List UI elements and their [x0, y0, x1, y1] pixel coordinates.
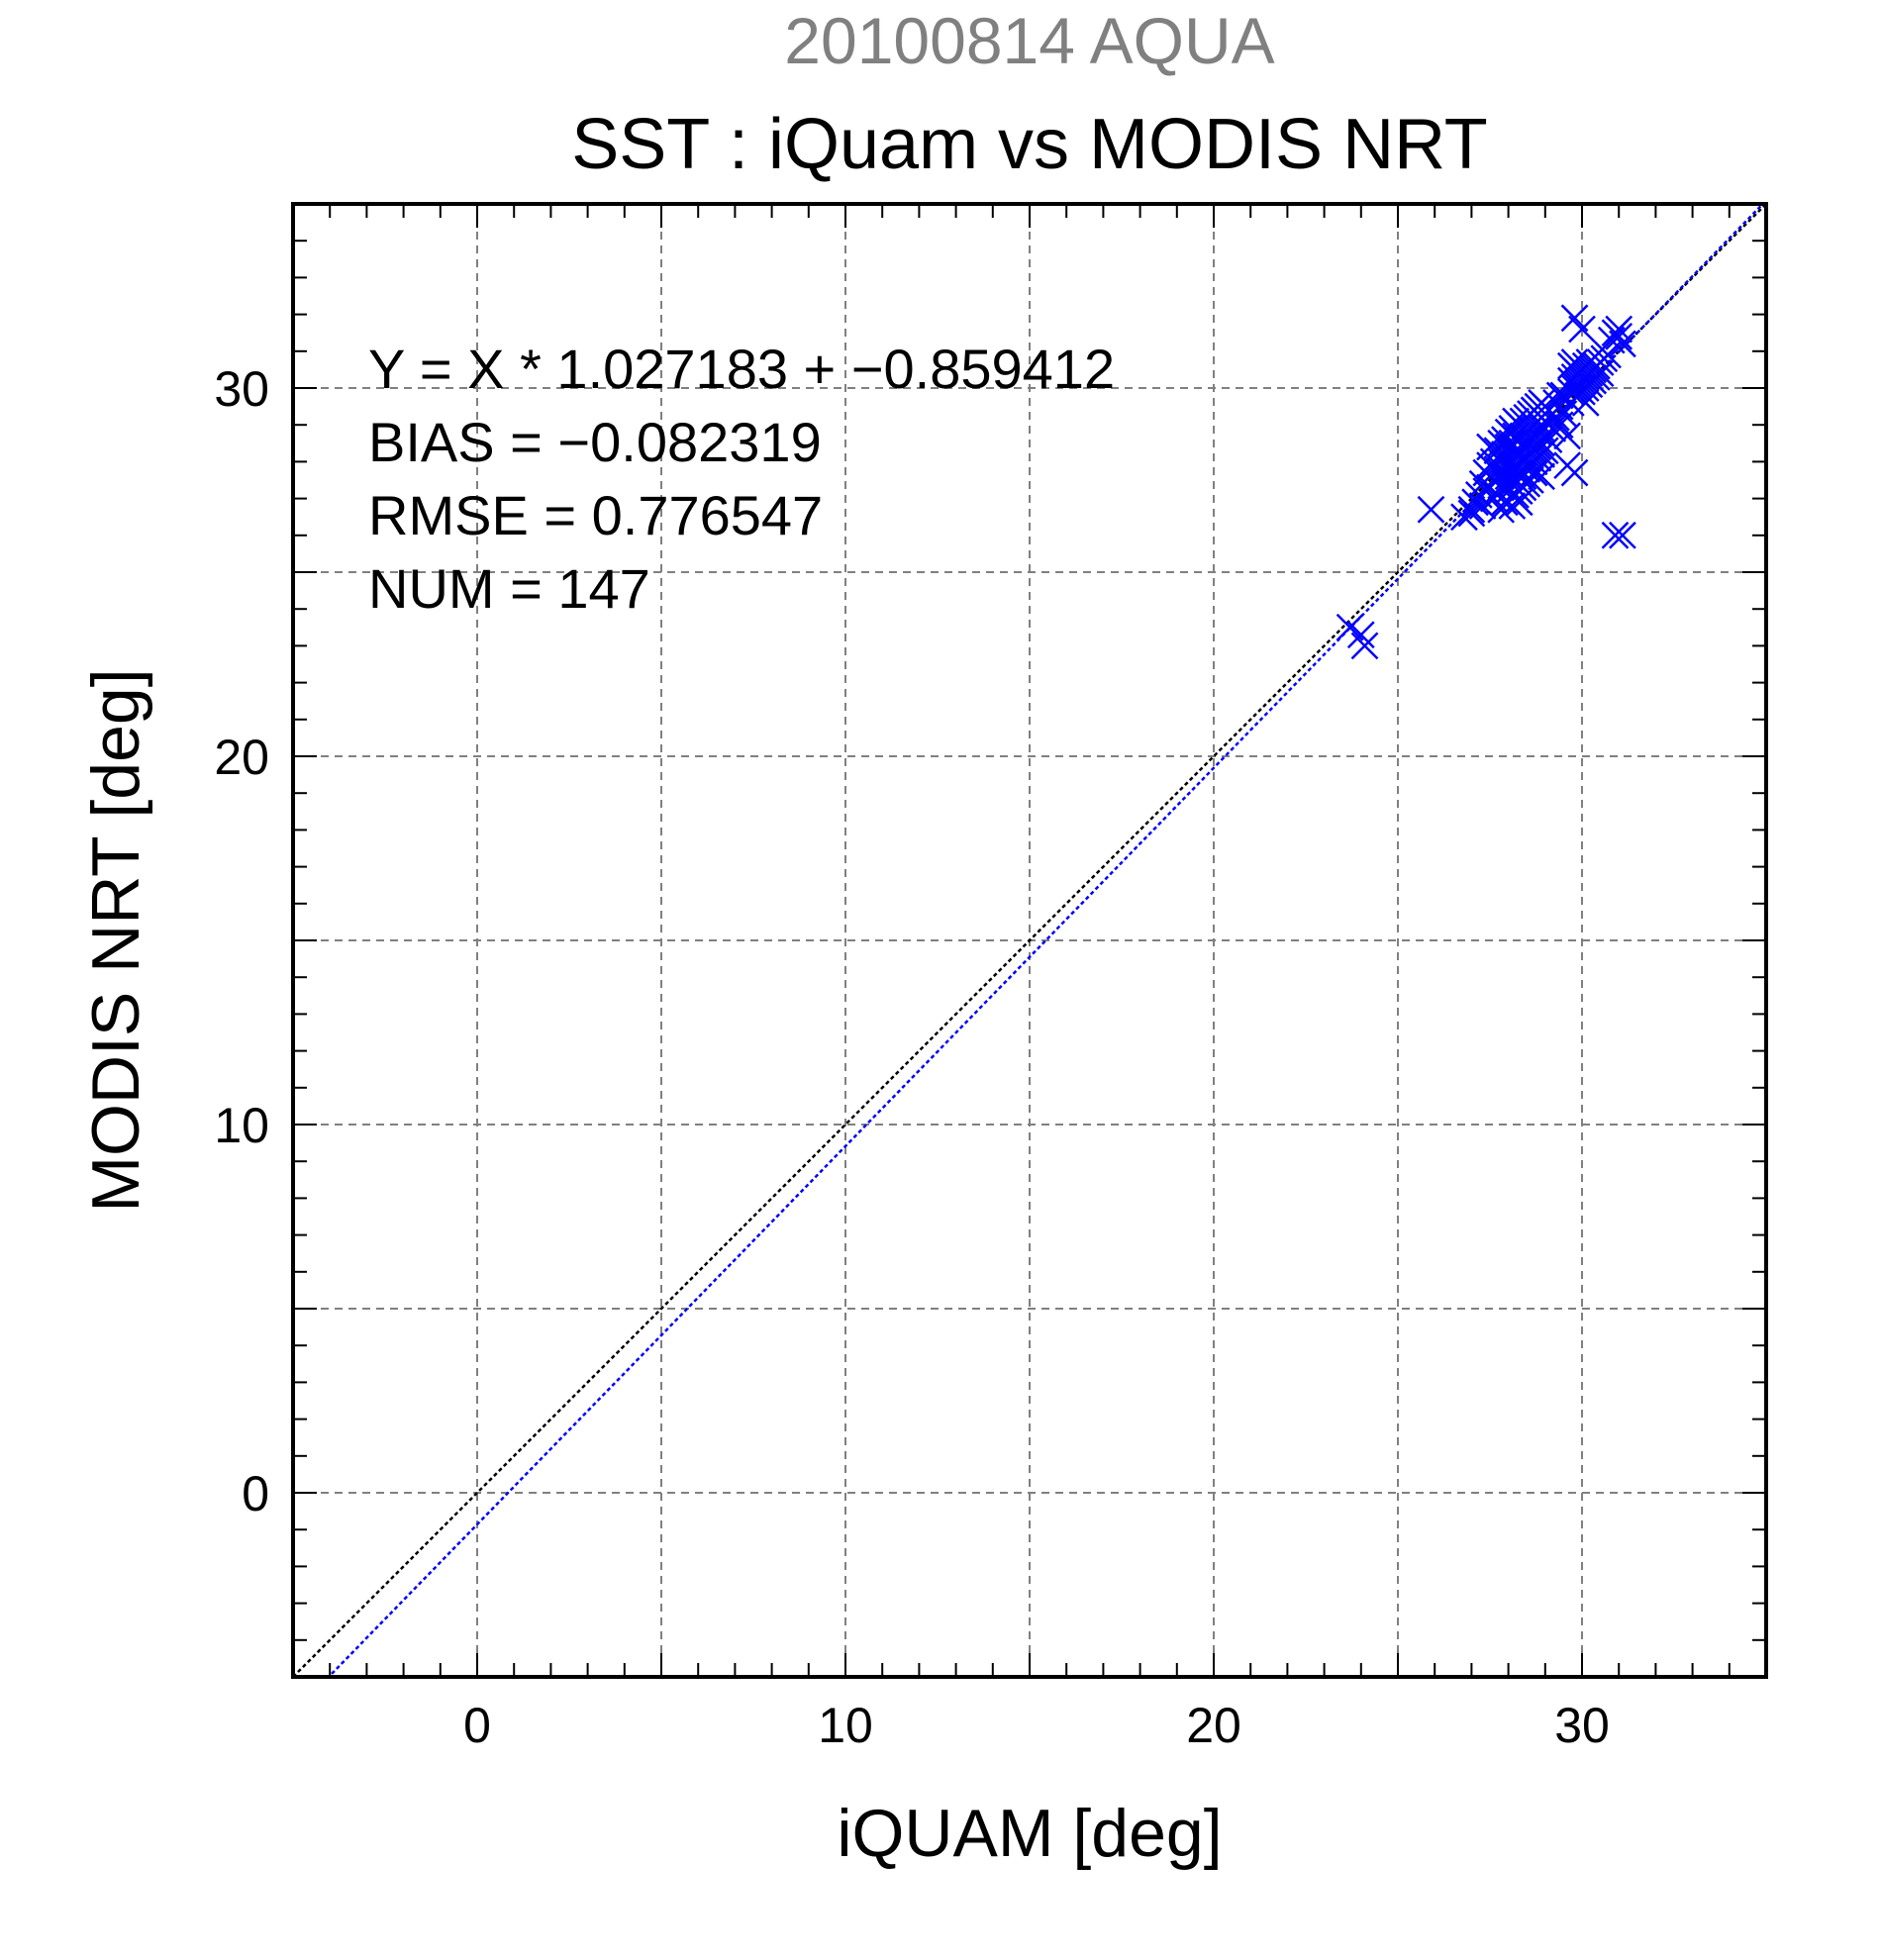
data-point-stroke	[1517, 466, 1544, 494]
data-point-stroke	[1346, 621, 1375, 649]
data-point	[1350, 632, 1379, 660]
data-point	[1553, 422, 1582, 450]
data-point-stroke	[1605, 315, 1634, 343]
x-axis-label: iQUAM [deg]	[837, 1796, 1222, 1871]
data-point-stroke	[1571, 388, 1600, 417]
data-point	[1502, 407, 1530, 436]
data-point-stroke	[1457, 495, 1486, 524]
data-point	[1560, 458, 1589, 487]
data-point	[1605, 323, 1634, 350]
x-tick-label: 20	[1186, 1698, 1241, 1753]
y-tick-labels: 0 10 20 30	[214, 361, 269, 1521]
data-point-stroke	[1476, 433, 1504, 461]
data-point-stroke	[1605, 323, 1634, 350]
data-point-stroke	[1609, 521, 1636, 549]
data-point	[1538, 415, 1567, 442]
data-point	[1545, 381, 1574, 410]
y-tick-label: 0	[242, 1466, 269, 1521]
data-point	[1568, 315, 1596, 343]
data-points	[1336, 304, 1636, 660]
num-value: NUM = 147	[368, 557, 650, 620]
fit-line	[327, 204, 1765, 1677]
data-point-stroke	[1457, 499, 1486, 528]
x-tick-label: 0	[463, 1698, 491, 1753]
data-point	[1531, 437, 1559, 465]
data-point	[1601, 521, 1630, 549]
data-point	[1609, 330, 1636, 358]
plot-frame	[291, 202, 1768, 1679]
data-point-stroke	[1609, 330, 1636, 358]
y-tick-label: 20	[214, 730, 269, 785]
data-point-stroke	[1560, 304, 1589, 333]
x-tick-label: 30	[1554, 1698, 1610, 1753]
data-point-stroke	[1601, 521, 1630, 549]
data-point	[1528, 462, 1555, 491]
data-point	[1534, 426, 1563, 453]
data-point	[1417, 495, 1445, 524]
data-point-stroke	[1350, 632, 1379, 660]
data-point-stroke	[1538, 415, 1567, 442]
data-point-stroke	[1502, 407, 1530, 436]
data-point-stroke	[1560, 458, 1589, 487]
data-point-stroke	[1487, 495, 1516, 524]
data-point	[1346, 621, 1375, 649]
data-point-stroke	[1498, 492, 1527, 520]
y-axis-label: MODIS NRT [deg]	[78, 668, 153, 1212]
data-point-stroke	[1545, 381, 1574, 410]
data-point-stroke	[1528, 462, 1555, 491]
data-point	[1457, 499, 1486, 528]
data-point	[1571, 388, 1600, 417]
data-point	[1517, 466, 1544, 494]
bias-value: BIAS = −0.082319	[368, 411, 822, 473]
data-point-stroke	[1528, 415, 1555, 442]
data-point-stroke	[1553, 422, 1582, 450]
x-tick-label: 10	[818, 1698, 873, 1753]
data-point	[1476, 433, 1504, 461]
data-point-stroke	[1568, 315, 1596, 343]
y-tick-label: 30	[214, 361, 269, 417]
stats-annotation: Y = X * 1.027183 + −0.859412 BIAS = −0.0…	[368, 338, 1115, 620]
data-point-stroke	[1545, 411, 1574, 440]
data-point-stroke	[1534, 426, 1563, 453]
chart-title: SST : iQuam vs MODIS NRT	[571, 105, 1488, 184]
rmse-value: RMSE = 0.776547	[368, 484, 823, 546]
minor-ticks	[293, 204, 1766, 1677]
data-point	[1498, 492, 1527, 520]
plot-area	[293, 204, 1766, 1677]
data-point	[1457, 495, 1486, 524]
regression-equation: Y = X * 1.027183 + −0.859412	[368, 338, 1115, 400]
data-point-stroke	[1336, 613, 1364, 641]
data-point	[1609, 521, 1636, 549]
y-tick-label: 10	[214, 1098, 269, 1153]
x-tick-labels: 0 10 20 30	[463, 1698, 1610, 1753]
data-point-stroke	[1417, 495, 1445, 524]
chart-subtitle: 20100814 AQUA	[784, 4, 1274, 77]
data-point-stroke	[1531, 437, 1559, 465]
data-point	[1487, 495, 1516, 524]
